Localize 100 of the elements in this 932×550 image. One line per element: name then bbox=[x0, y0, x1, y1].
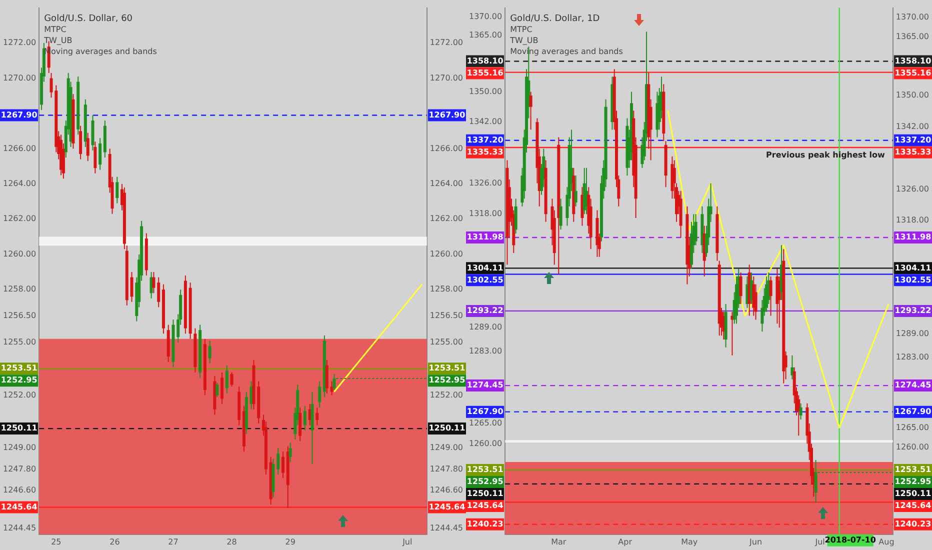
y-tick-label: 1260.00 bbox=[468, 438, 502, 448]
annotation: TW_UB bbox=[43, 36, 72, 45]
text: 1245.64 bbox=[0, 502, 38, 512]
text: 1358.10 bbox=[894, 56, 932, 66]
y2-tick-label: 1272.00 bbox=[430, 38, 464, 48]
y2-tick-label: 1246.60 bbox=[430, 485, 464, 494]
text: 1355.16 bbox=[894, 68, 932, 78]
text: 1253.51 bbox=[0, 364, 38, 373]
y2-tick-label: 1326.00 bbox=[896, 184, 930, 194]
text: 1267.90 bbox=[894, 406, 932, 416]
x-tick-label: Mar bbox=[551, 537, 567, 546]
y2-tick-label: 1249.00 bbox=[430, 443, 464, 452]
x-tick-label: 26 bbox=[110, 537, 120, 546]
y-tick-label: 1264.00 bbox=[2, 179, 36, 188]
annotation: TW_UB bbox=[509, 36, 538, 45]
y2-tick-label: 1289.00 bbox=[896, 329, 930, 338]
x-tick-label: Apr bbox=[618, 537, 633, 546]
ref-line-label: 1267.90 bbox=[466, 406, 504, 416]
ref-line-label: 1335.33 bbox=[466, 147, 504, 156]
text: Gold/U.S. Dollar, 1D bbox=[510, 14, 600, 24]
annotation: MTPC bbox=[44, 24, 67, 34]
y2-tick-label: 1256.50 bbox=[430, 311, 464, 320]
y-tick-label: 1246.60 bbox=[2, 485, 36, 494]
text: 1245.64 bbox=[894, 501, 932, 510]
y-tick-label: 1318.00 bbox=[468, 209, 502, 218]
ref-line-label: 1245.64 bbox=[428, 502, 466, 512]
y2-tick-label: 1255.00 bbox=[430, 338, 464, 347]
x-tick-label: Jun bbox=[748, 537, 762, 546]
y-tick-label: 1252.00 bbox=[2, 390, 36, 400]
x-tick-label: 29 bbox=[285, 537, 296, 546]
y2-tick-label: 1260.00 bbox=[896, 442, 930, 452]
y-tick-label: 1326.00 bbox=[468, 178, 502, 188]
text: 1274.45 bbox=[894, 380, 932, 390]
annotation: MTPC bbox=[510, 24, 533, 34]
y2-tick-label: 1370.00 bbox=[896, 12, 930, 22]
text: 1252.95 bbox=[466, 477, 504, 486]
ref-line-label: 1358.10 bbox=[466, 56, 504, 66]
y-tick-label: 1262.00 bbox=[2, 214, 36, 224]
y-tick-label: 1283.00 bbox=[468, 346, 502, 356]
y2-tick-label: 1266.00 bbox=[430, 144, 464, 153]
text: 1302.55 bbox=[894, 275, 932, 284]
ref-line-label: 1293.22 bbox=[466, 306, 504, 316]
text: 1335.33 bbox=[894, 147, 932, 156]
y2-tick-label: 1342.00 bbox=[896, 122, 930, 131]
y-tick-label: 1260.00 bbox=[2, 249, 36, 258]
x-tick-label: 27 bbox=[168, 537, 178, 546]
y-tick-label: 1342.00 bbox=[468, 117, 502, 126]
y2-tick-label: 1264.00 bbox=[430, 179, 464, 188]
y-tick-label: 1265.00 bbox=[468, 418, 502, 428]
y2-tick-label: 1365.00 bbox=[896, 32, 930, 41]
y2-tick-label: 1244.45 bbox=[430, 523, 464, 532]
x-tick-label: Aug bbox=[878, 537, 894, 546]
y2-tick-label: 1247.80 bbox=[430, 464, 464, 474]
y2-tick-label: 1350.00 bbox=[896, 90, 930, 100]
text: 1304.11 bbox=[894, 263, 932, 272]
ref-line-label: 1337.20 bbox=[466, 135, 504, 144]
ref-line-label: 1311.98 bbox=[466, 232, 504, 242]
x-tick-label: Jul bbox=[814, 537, 825, 546]
y-tick-label: 1244.45 bbox=[2, 523, 36, 532]
text: 1253.51 bbox=[894, 465, 932, 474]
y2-tick-label: 1262.00 bbox=[430, 214, 464, 224]
x-tick-label: Jul bbox=[402, 537, 412, 546]
ref-line-label: 1253.51 bbox=[466, 465, 504, 474]
x-tick-label: May bbox=[681, 537, 698, 546]
y-tick-label: 1256.50 bbox=[2, 311, 36, 320]
y2-tick-label: 1270.00 bbox=[430, 73, 464, 82]
ref-line-label: 1250.11 bbox=[466, 489, 504, 498]
text: 1337.20 bbox=[894, 135, 932, 144]
y2-tick-label: 1252.00 bbox=[430, 390, 464, 400]
x-tick-label: 25 bbox=[51, 537, 62, 546]
y-tick-label: 1247.80 bbox=[2, 464, 36, 474]
text: 1252.95 bbox=[0, 376, 38, 385]
y2-tick-label: 1318.00 bbox=[896, 216, 930, 225]
ref-line-label: 1274.45 bbox=[466, 380, 504, 390]
y-tick-label: 1350.00 bbox=[468, 86, 502, 96]
text: 1240.23 bbox=[894, 519, 932, 528]
y-tick-label: 1255.00 bbox=[2, 338, 36, 347]
ref-line-label: 1267.90 bbox=[428, 110, 466, 120]
ref-line-label: 1240.23 bbox=[466, 519, 504, 528]
y-tick-label: 1370.00 bbox=[468, 12, 502, 21]
ref-line-label: 1250.11 bbox=[428, 424, 466, 433]
y-tick-label: 1289.00 bbox=[468, 322, 502, 332]
ref-line-label: 1304.11 bbox=[466, 263, 504, 272]
text: 1267.90 bbox=[0, 110, 38, 120]
y2-tick-label: 1258.00 bbox=[430, 284, 464, 294]
annotation: 1252.95 bbox=[894, 477, 932, 486]
y2-tick-label: 1260.00 bbox=[430, 249, 464, 258]
y-tick-label: 1249.00 bbox=[2, 443, 36, 452]
text: Gold/U.S. Dollar, 60 bbox=[44, 14, 133, 24]
y-tick-label: 1272.00 bbox=[2, 38, 36, 48]
y-tick-label: 1270.00 bbox=[2, 73, 36, 82]
text: 1250.11 bbox=[0, 424, 38, 433]
y2-tick-label: 1283.00 bbox=[896, 352, 930, 362]
text: 1250.11 bbox=[894, 489, 932, 498]
y-tick-label: 1258.00 bbox=[2, 284, 36, 294]
text: 1293.22 bbox=[894, 306, 932, 316]
y-tick-label: 1365.00 bbox=[468, 30, 502, 40]
text: 1311.98 bbox=[894, 232, 932, 242]
y2-tick-label: 1265.00 bbox=[896, 423, 930, 432]
ref-line-label: 1302.55 bbox=[466, 275, 504, 284]
